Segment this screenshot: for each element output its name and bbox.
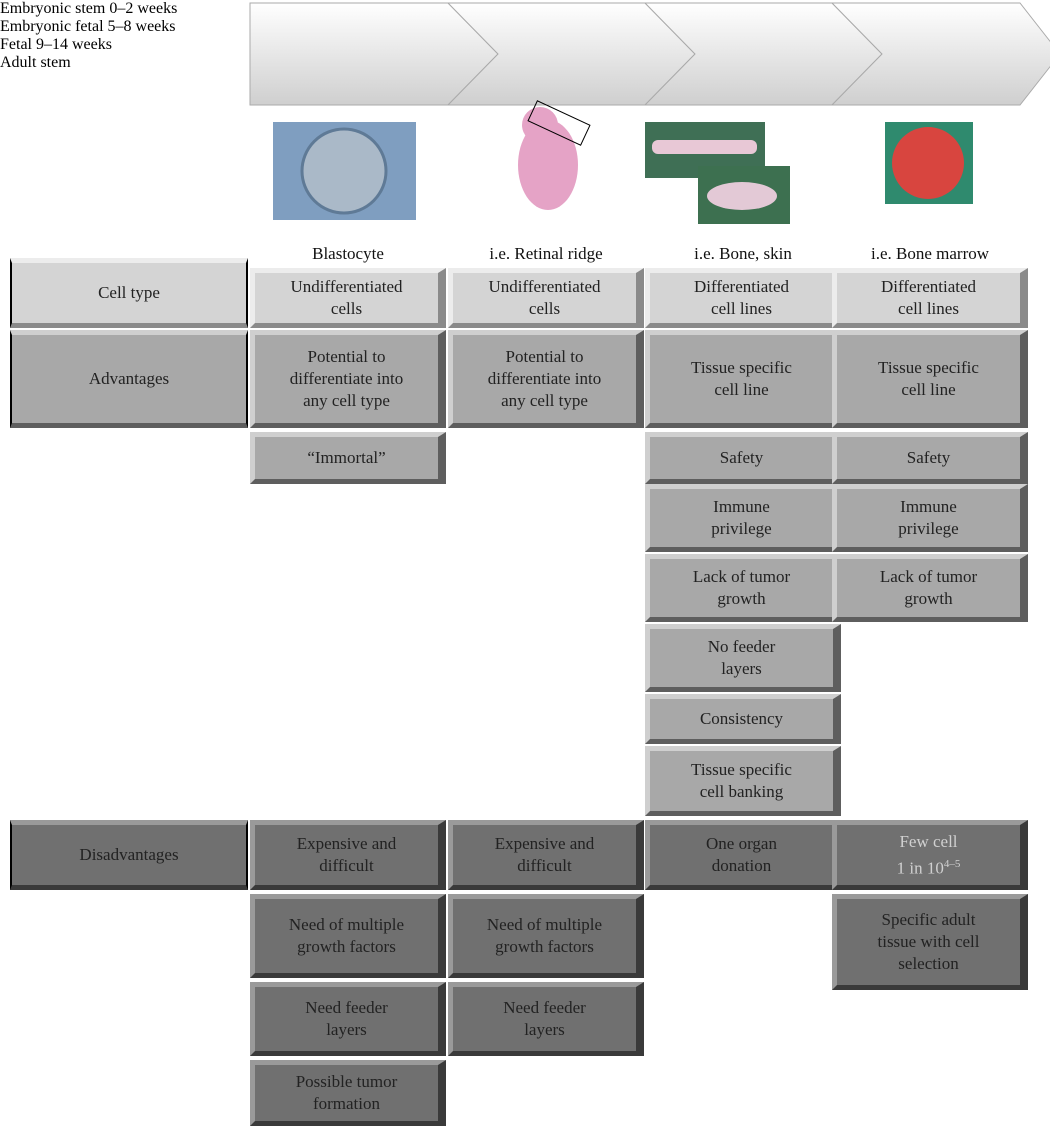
- cell: Expensive and difficult: [448, 820, 644, 890]
- stage-label: Adult stem: [0, 54, 71, 71]
- source-caption: i.e. Bone marrow: [870, 244, 990, 263]
- cell: Undifferentiated cells: [448, 268, 644, 328]
- cell-text: Few cell 1 in 10: [896, 831, 958, 878]
- embryo-head: [522, 107, 558, 143]
- stage-label: Embryonic stem 0–2 weeks: [0, 0, 178, 17]
- cell: Tissue specific cell line: [645, 330, 841, 428]
- advantage-cell: Safety: [832, 432, 1028, 484]
- stage-label: Fetal 9–14 weeks: [0, 36, 112, 53]
- disadvantage-cell: Need of multiple growth factors: [250, 894, 446, 978]
- chevron: [830, 2, 1050, 106]
- row-label: Cell type: [10, 258, 248, 328]
- cell: Undifferentiated cells: [250, 268, 446, 328]
- marrow-disc: [892, 127, 964, 199]
- blastocyst-cell: [300, 127, 388, 215]
- stage-label: Embryonic fetal 5–8 weeks: [0, 18, 176, 35]
- chevron: [249, 2, 499, 106]
- advantage-cell: No feeder layers: [645, 624, 841, 692]
- fetal-bone: [652, 140, 757, 154]
- advantage-cell: Immune privilege: [832, 484, 1028, 552]
- cell: Few cell 1 in 104–5: [832, 820, 1028, 890]
- cell: Potential to differentiate into any cell…: [250, 330, 446, 428]
- advantage-cell: Lack of tumor growth: [645, 554, 841, 622]
- row-label: Advantages: [10, 330, 248, 428]
- source-caption: i.e. Bone, skin: [694, 244, 792, 263]
- cell: Differentiated cell lines: [832, 268, 1028, 328]
- cell: Potential to differentiate into any cell…: [448, 330, 644, 428]
- advantage-cell: Immune privilege: [645, 484, 841, 552]
- disadvantage-cell: Need feeder layers: [448, 982, 644, 1056]
- superscript: 4–5: [943, 857, 961, 870]
- disadvantage-cell: Need of multiple growth factors: [448, 894, 644, 978]
- fetal-skin: [707, 182, 777, 210]
- cell: Tissue specific cell line: [832, 330, 1028, 428]
- advantage-cell: Lack of tumor growth: [832, 554, 1028, 622]
- disadvantage-cell: Specific adult tissue with cell selectio…: [832, 894, 1028, 990]
- cell-text: Few cell 1 in 104–5: [897, 831, 961, 880]
- advantage-cell: Tissue specific cell banking: [645, 746, 841, 816]
- cell: Differentiated cell lines: [645, 268, 841, 328]
- embryo-marker: [527, 100, 591, 146]
- stage-arrows: [249, 2, 1050, 224]
- cell: Expensive and difficult: [250, 820, 446, 890]
- source-caption: i.e. Retinal ridge: [489, 244, 603, 263]
- disadvantage-cell: Possible tumor formation: [250, 1060, 446, 1126]
- advantage-cell: Consistency: [645, 694, 841, 744]
- advantage-cell: “Immortal”: [250, 432, 446, 484]
- cell: One organ donation: [645, 820, 841, 890]
- source-caption: Blastocyte: [312, 244, 384, 263]
- embryo-image: [518, 120, 578, 210]
- disadvantage-cell: Need feeder layers: [250, 982, 446, 1056]
- advantage-cell: Safety: [645, 432, 841, 484]
- row-label: Disadvantages: [10, 820, 248, 890]
